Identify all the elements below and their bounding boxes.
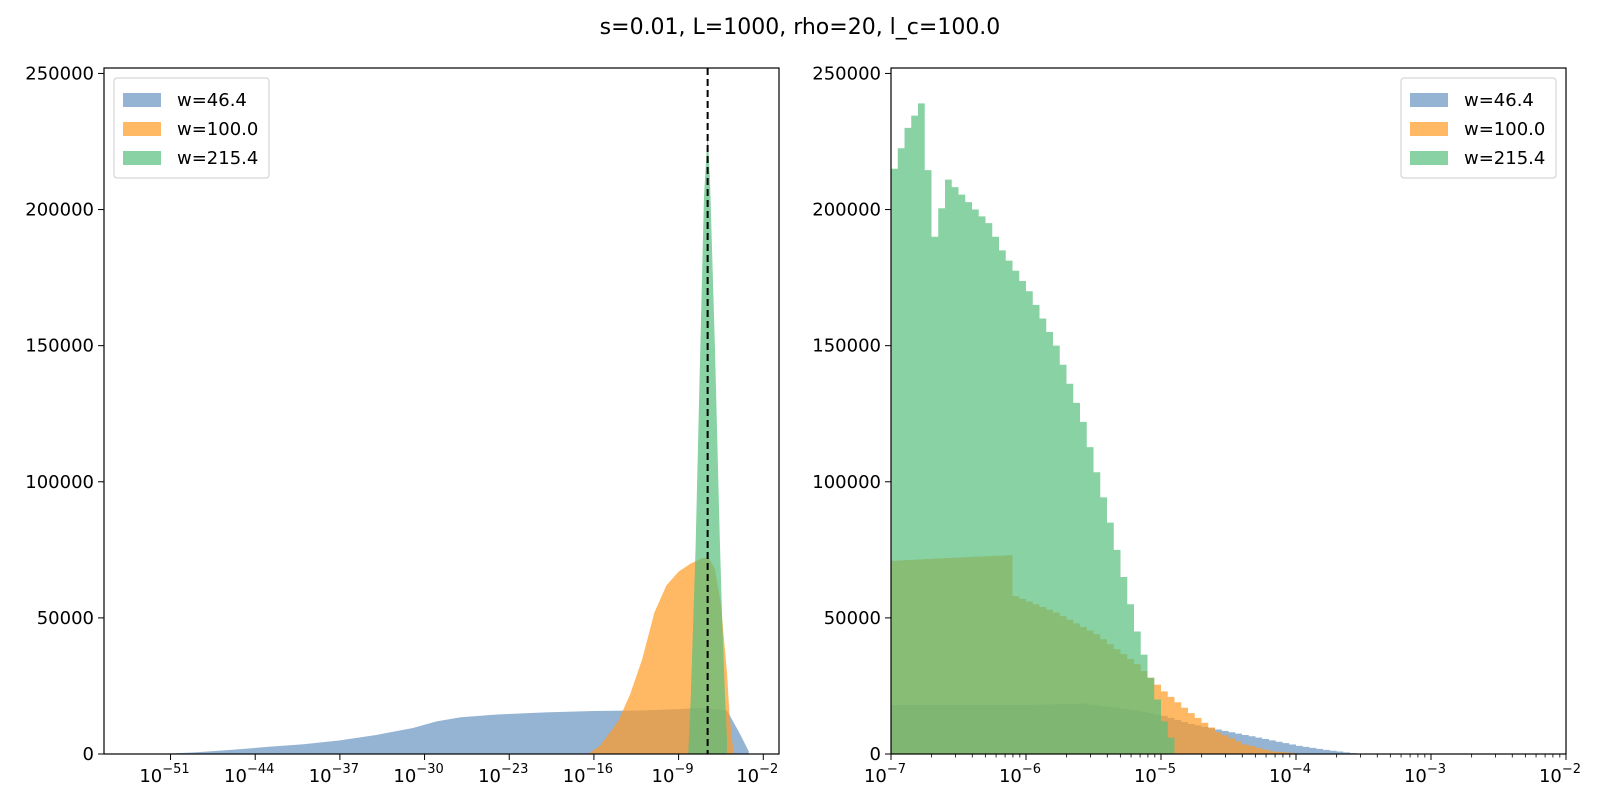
legend-swatch (123, 93, 161, 107)
legend-label: w=100.0 (177, 119, 258, 140)
legend-swatch (1410, 122, 1448, 136)
figure-title: s=0.01, L=1000, rho=20, l_c=100.0 (600, 15, 1001, 40)
legend-label: w=46.4 (177, 90, 247, 111)
axes-frame (103, 67, 780, 755)
x-tick-label: 10−23 (478, 762, 528, 787)
y-tick-label: 150000 (812, 336, 881, 357)
legend-label: w=46.4 (1464, 90, 1534, 111)
x-tick-label: 10−3 (1404, 762, 1446, 787)
x-tick-label: 10−4 (1269, 762, 1311, 787)
y-tick-label: 100000 (812, 472, 881, 493)
x-tick-label: 10−2 (1539, 762, 1581, 787)
left-histogram-panel: 0 50000 100000 150000 200000 250000 10−51 10−44… (25, 63, 780, 787)
x-tick-label: 10−9 (652, 762, 694, 787)
legend-swatch (1410, 93, 1448, 107)
legend-label: w=100.0 (1464, 119, 1545, 140)
right-histogram-panel: 0 50000 100000 150000 200000 250000 10−7 10−6 10… (812, 63, 1581, 787)
legend: w=46.4 w=100.0 w=215.4 (1400, 77, 1557, 179)
histogram-series-3 (891, 103, 1566, 754)
y-tick-label: 150000 (25, 336, 94, 357)
legend-swatch (123, 151, 161, 165)
y-tick-label: 100000 (25, 472, 94, 493)
histogram-series-1 (158, 707, 749, 754)
x-tick-label: 10−16 (563, 762, 613, 787)
x-tick-label: 10−5 (1134, 762, 1176, 787)
y-tick-label: 200000 (812, 200, 881, 221)
y-tick-label: 50000 (824, 608, 881, 629)
y-tick-label: 0 (83, 744, 94, 765)
x-tick-label: 10−30 (393, 762, 443, 787)
y-tick-label: 0 (870, 744, 881, 765)
y-tick-label: 200000 (25, 200, 94, 221)
x-tick-label: 10−44 (224, 762, 274, 787)
y-tick-label: 50000 (37, 608, 94, 629)
legend: w=46.4 w=100.0 w=215.4 (113, 77, 270, 179)
x-tick-label: 10−2 (736, 762, 778, 787)
legend-swatch (123, 122, 161, 136)
x-tick-label: 10−6 (999, 762, 1041, 787)
x-tick-label: 10−37 (309, 762, 359, 787)
legend-swatch (1410, 151, 1448, 165)
legend-label: w=215.4 (1464, 148, 1545, 169)
x-tick-label: 10−51 (139, 762, 189, 787)
x-tick-label: 10−7 (864, 762, 906, 787)
y-tick-label: 250000 (812, 63, 881, 84)
y-tick-label: 250000 (25, 63, 94, 84)
axes-frame (890, 67, 1567, 755)
legend-label: w=215.4 (177, 148, 258, 169)
